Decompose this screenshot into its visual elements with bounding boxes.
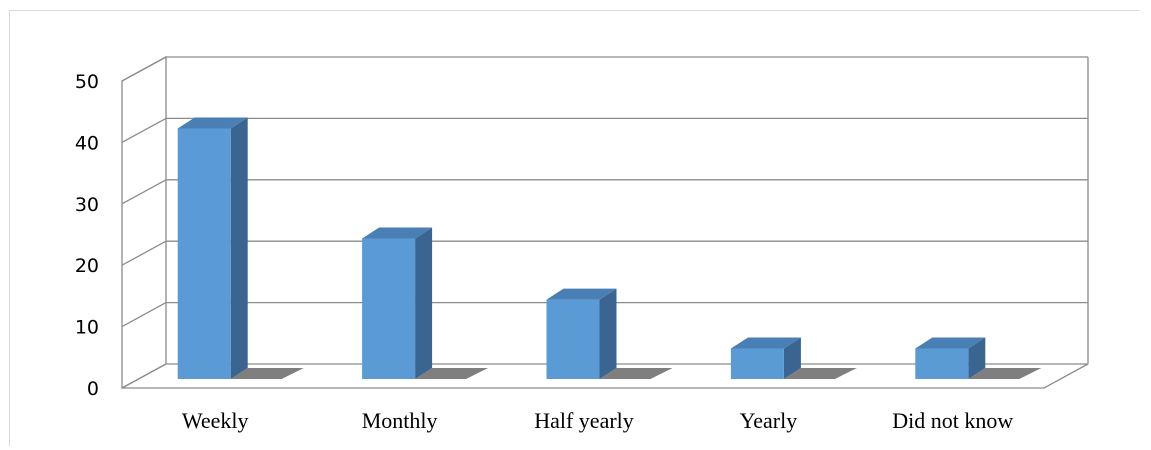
bar-front bbox=[362, 238, 416, 379]
left-wall bbox=[121, 55, 167, 390]
x-axis-ticks: Weekly Monthly Half yearly Yearly Did not kn… bbox=[182, 408, 1014, 433]
bar-side bbox=[415, 227, 433, 379]
gridlines bbox=[121, 56, 1088, 328]
bar-side bbox=[599, 288, 617, 379]
x-tick-label: Monthly bbox=[362, 408, 438, 433]
bar-shadow bbox=[599, 368, 673, 379]
gridline-side bbox=[121, 179, 167, 205]
x-tick-label: Yearly bbox=[740, 408, 798, 433]
bar-shadow bbox=[230, 368, 304, 379]
bar bbox=[362, 227, 489, 379]
bars bbox=[177, 117, 1042, 379]
gridline-side bbox=[121, 302, 167, 328]
bar bbox=[730, 337, 857, 379]
bar-front bbox=[177, 128, 231, 379]
bar-top bbox=[546, 288, 617, 300]
bar-side bbox=[783, 337, 801, 379]
bar-shadow bbox=[968, 368, 1042, 379]
y-tick-label: 40 bbox=[75, 132, 99, 154]
bar-top bbox=[362, 227, 433, 239]
y-axis-ticks: 0 10 20 30 40 50 bbox=[75, 71, 99, 400]
bar-front bbox=[730, 348, 784, 379]
bar bbox=[915, 337, 1042, 379]
bar-side bbox=[230, 117, 248, 379]
gridline-side bbox=[121, 56, 167, 82]
bar-shadow bbox=[415, 368, 489, 379]
bar-front bbox=[546, 299, 600, 379]
bar-shadow bbox=[783, 368, 857, 379]
y-tick-label: 0 bbox=[87, 378, 99, 400]
x-tick-label: Weekly bbox=[182, 408, 249, 433]
bar bbox=[177, 117, 304, 379]
chart-frame bbox=[9, 10, 1139, 446]
x-tick-label: Did not know bbox=[892, 408, 1013, 433]
y-tick-label: 50 bbox=[75, 71, 99, 93]
bar-front bbox=[915, 348, 969, 379]
gridline-side bbox=[121, 117, 167, 143]
gridline-side bbox=[121, 240, 167, 266]
y-tick-label: 10 bbox=[75, 317, 99, 339]
bar-top bbox=[730, 337, 801, 349]
y-tick-label: 20 bbox=[75, 255, 99, 277]
bar-top bbox=[915, 337, 986, 349]
bar-side bbox=[968, 337, 986, 379]
bar-top bbox=[177, 117, 248, 129]
x-tick-label: Half yearly bbox=[534, 408, 634, 433]
bar bbox=[546, 288, 673, 379]
y-tick-label: 30 bbox=[75, 194, 99, 216]
